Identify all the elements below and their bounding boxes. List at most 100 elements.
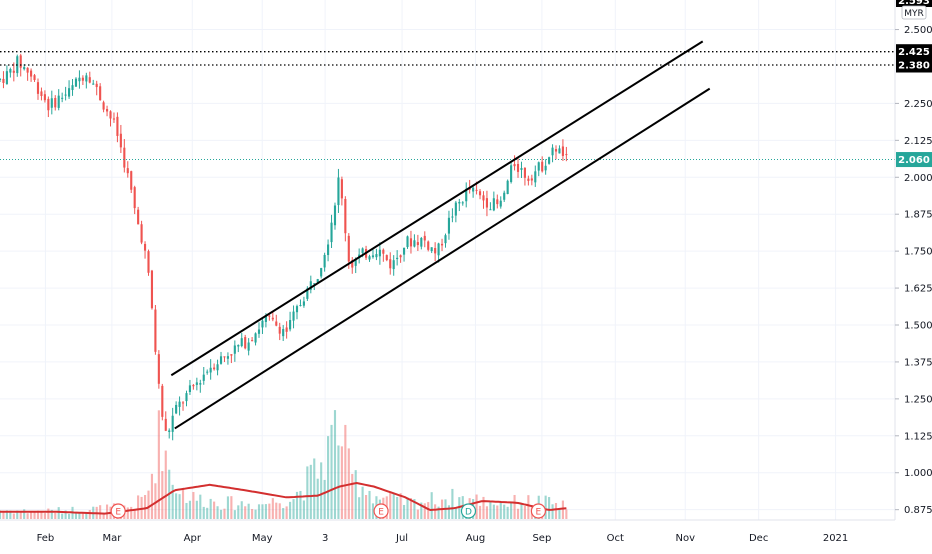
- event-marker-circle[interactable]: [460, 503, 477, 519]
- event-marker[interactable]: D: [460, 503, 477, 519]
- candle-body: [351, 260, 354, 268]
- candle-body: [520, 168, 523, 170]
- volume-bar: [520, 504, 523, 519]
- price-axis[interactable]: 2.500 2.250 2.125 2.000 1.875 1.750 1.625 1.500…: [895, 25, 932, 516]
- event-marker[interactable]: E: [110, 503, 126, 519]
- candle-body: [130, 171, 133, 190]
- trend-channel-layer[interactable]: [170, 40, 711, 430]
- candle-body: [74, 78, 78, 87]
- top-price-tag: [896, 0, 932, 7]
- x-tick-label: Nov: [675, 533, 695, 544]
- candle-body: [9, 69, 12, 73]
- event-marker-circle[interactable]: [373, 503, 389, 519]
- volume-bar: [309, 464, 312, 519]
- candle-body: [137, 209, 140, 225]
- candle-body: [171, 415, 174, 432]
- volume-bar: [188, 500, 192, 519]
- volume-bar: [396, 496, 399, 519]
- candle-body: [299, 305, 302, 307]
- price-axis-panel[interactable]: [895, 0, 932, 520]
- time-axis-panel[interactable]: [0, 520, 932, 550]
- volume-bar: [402, 504, 406, 519]
- time-axis[interactable]: Feb Mar Apr May 3 Jul Aug Sep Oct Nov Dec 2021: [37, 533, 849, 544]
- volume-bar: [150, 473, 154, 519]
- candle-body: [147, 251, 150, 273]
- volume-bar: [223, 508, 226, 519]
- candle-body: [157, 354, 160, 384]
- candle-body: [19, 55, 22, 68]
- candle-body: [2, 78, 5, 83]
- candle-body: [43, 94, 46, 101]
- candle-body: [309, 281, 312, 290]
- volume-bar: [302, 500, 305, 519]
- event-marker-circle[interactable]: [530, 503, 546, 519]
- volume-bar: [261, 504, 264, 519]
- candle-body: [506, 180, 509, 195]
- candle-body: [340, 179, 343, 199]
- candle-layer: [0, 53, 568, 441]
- y-tick-label: 2.125: [904, 136, 932, 147]
- candle-body: [247, 342, 250, 351]
- event-marker-label: E: [536, 508, 542, 518]
- candle-body: [99, 86, 102, 101]
- volume-bar: [454, 507, 457, 519]
- candle-body: [81, 77, 84, 81]
- grid-layer: [0, 0, 895, 520]
- candle-body: [295, 306, 299, 313]
- event-marker-label: E: [115, 508, 121, 518]
- candle-body: [92, 83, 95, 85]
- candle-body: [126, 168, 129, 174]
- candle-body: [523, 167, 526, 178]
- candle-body: [50, 98, 53, 108]
- volume-bar: [340, 446, 343, 519]
- volume-bar: [12, 513, 15, 519]
- candle-body: [333, 205, 337, 226]
- event-marker[interactable]: E: [530, 503, 546, 519]
- volume-bar: [199, 494, 202, 519]
- candle-body: [251, 340, 254, 342]
- candle-body: [485, 198, 489, 208]
- currency-label: MYR: [904, 9, 924, 19]
- volume-bar: [337, 445, 340, 519]
- candle-body: [33, 75, 36, 80]
- candle-body: [396, 257, 399, 260]
- candle-body: [554, 149, 558, 152]
- candle-body: [313, 283, 316, 285]
- volume-bar: [285, 506, 288, 519]
- candle-body: [320, 268, 323, 277]
- candle-body: [461, 202, 464, 204]
- candle-body: [378, 249, 381, 257]
- candle-body: [465, 188, 468, 202]
- volume-bar: [451, 488, 454, 519]
- candle-body: [420, 238, 423, 247]
- event-marker-circle[interactable]: [110, 503, 126, 519]
- candle-body: [392, 260, 395, 270]
- candle-body: [416, 242, 419, 246]
- candle-body: [451, 216, 454, 218]
- candle-body: [447, 217, 451, 234]
- candle-body: [123, 147, 126, 168]
- trend-channel-line[interactable]: [170, 40, 704, 377]
- price-tags-layer: 2.425 2.380 2.060 2.593: [896, 0, 932, 168]
- candle-body: [289, 320, 292, 330]
- volume-ma-line: [0, 481, 567, 515]
- volume-bar: [143, 495, 147, 519]
- y-tick-label: 1.625: [904, 284, 932, 295]
- candle-body: [213, 367, 216, 370]
- volume-bar: [64, 510, 67, 519]
- candle-body: [423, 235, 426, 241]
- volume-bar: [389, 492, 392, 519]
- candle-body: [278, 326, 281, 334]
- event-marker[interactable]: E: [373, 503, 389, 519]
- x-tick-label: Oct: [607, 533, 624, 544]
- trend-channel-line[interactable]: [174, 87, 711, 430]
- candle-body: [57, 95, 60, 108]
- volume-bar: [354, 470, 357, 519]
- candle-body: [413, 240, 416, 247]
- candle-body: [544, 165, 547, 171]
- candle-body: [382, 249, 385, 254]
- volume-bar: [503, 504, 506, 519]
